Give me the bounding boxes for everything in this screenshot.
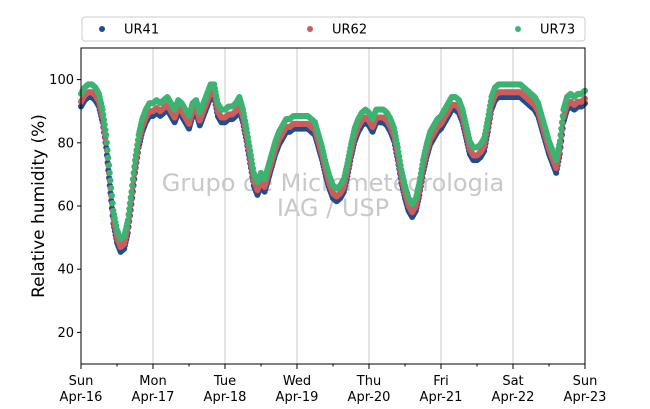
data-point bbox=[101, 121, 108, 128]
data-point bbox=[249, 160, 256, 167]
x-tick-day-label: Thu bbox=[356, 374, 381, 389]
data-point bbox=[395, 148, 402, 155]
data-point bbox=[105, 154, 112, 161]
data-point bbox=[250, 165, 257, 172]
x-tick-day-label: Fri bbox=[433, 374, 449, 389]
data-point bbox=[247, 147, 254, 154]
y-axis-title: Relative humidity (%) bbox=[29, 114, 49, 298]
data-points bbox=[78, 81, 588, 255]
data-point bbox=[559, 112, 566, 119]
data-point bbox=[484, 116, 491, 123]
legend-label-ur41: UR41 bbox=[124, 23, 159, 38]
data-point bbox=[108, 184, 115, 191]
legend-marker-ur41 bbox=[99, 26, 105, 32]
x-tick-day-label: Tue bbox=[213, 374, 236, 389]
data-point bbox=[558, 119, 565, 126]
data-point bbox=[133, 147, 140, 154]
data-point bbox=[126, 205, 133, 212]
data-point bbox=[416, 179, 423, 186]
data-point bbox=[125, 211, 132, 218]
data-point bbox=[417, 170, 424, 177]
data-point bbox=[244, 130, 251, 136]
y-tick-label: 40 bbox=[57, 263, 74, 278]
data-point bbox=[134, 142, 141, 149]
data-point bbox=[129, 176, 136, 183]
data-point bbox=[124, 217, 131, 224]
legend-box bbox=[81, 16, 586, 42]
y-tick-label: 100 bbox=[49, 73, 74, 88]
data-point bbox=[132, 152, 139, 159]
legend-label-ur73: UR73 bbox=[540, 23, 575, 38]
data-point bbox=[134, 136, 141, 143]
data-point bbox=[417, 174, 424, 181]
data-point bbox=[100, 111, 107, 118]
data-point bbox=[557, 131, 564, 138]
data-point bbox=[246, 143, 253, 150]
legend-marker-ur73 bbox=[515, 26, 521, 32]
x-tick-date-label: Apr-22 bbox=[492, 390, 535, 405]
data-point bbox=[487, 98, 494, 105]
data-point bbox=[106, 169, 113, 176]
data-point bbox=[486, 102, 493, 109]
data-point bbox=[418, 166, 425, 173]
data-point bbox=[248, 156, 255, 163]
data-point bbox=[396, 157, 403, 164]
y-tick-label: 80 bbox=[57, 136, 74, 151]
data-point bbox=[127, 194, 134, 201]
data-point bbox=[243, 125, 250, 132]
x-tick-date-label: Apr-19 bbox=[276, 390, 319, 405]
x-tick-date-label: Apr-21 bbox=[420, 390, 463, 405]
x-tick-date-label: Apr-23 bbox=[564, 390, 607, 405]
data-point bbox=[132, 157, 138, 164]
data-point bbox=[394, 144, 401, 151]
x-tick-date-label: Apr-17 bbox=[132, 390, 175, 405]
data-point bbox=[396, 153, 403, 160]
data-point bbox=[99, 106, 106, 113]
x-tick-day-label: Sun bbox=[573, 374, 598, 389]
series-ur73 bbox=[78, 81, 588, 243]
data-point bbox=[558, 125, 565, 132]
data-point bbox=[486, 107, 493, 114]
data-point bbox=[397, 162, 404, 169]
y-axis: 20 40 60 80 100 bbox=[49, 73, 81, 341]
data-point bbox=[247, 152, 254, 159]
legend: UR41 UR62 UR73 bbox=[81, 16, 586, 42]
x-tick-date-label: Apr-16 bbox=[60, 390, 103, 405]
data-point bbox=[131, 163, 138, 170]
data-point bbox=[107, 177, 114, 184]
data-point bbox=[245, 134, 252, 141]
data-point bbox=[245, 138, 252, 145]
data-point bbox=[129, 182, 136, 189]
x-tick-date-label: Apr-20 bbox=[348, 390, 391, 405]
data-point bbox=[556, 138, 563, 145]
legend-marker-ur62 bbox=[307, 26, 313, 32]
x-axis: SunApr-16MonApr-17TueApr-18WedApr-19ThuA… bbox=[60, 364, 607, 405]
x-tick-day-label: Sun bbox=[69, 374, 94, 389]
y-tick-label: 20 bbox=[57, 326, 74, 341]
data-point bbox=[419, 161, 426, 168]
x-tick-day-label: Sat bbox=[502, 374, 523, 389]
legend-label-ur62: UR62 bbox=[332, 23, 367, 38]
y-tick-label: 60 bbox=[57, 200, 74, 215]
data-point bbox=[128, 188, 135, 195]
data-point bbox=[109, 200, 116, 207]
data-point bbox=[101, 116, 108, 123]
data-point bbox=[130, 169, 137, 176]
data-point bbox=[103, 139, 110, 146]
data-point bbox=[106, 162, 113, 169]
x-tick-day-label: Mon bbox=[139, 374, 166, 389]
x-tick-day-label: Wed bbox=[283, 374, 311, 389]
data-point bbox=[102, 126, 109, 133]
data-point bbox=[103, 131, 110, 138]
data-point bbox=[485, 111, 492, 118]
data-point bbox=[108, 192, 115, 199]
x-tick-date-label: Apr-18 bbox=[204, 390, 247, 405]
data-point bbox=[126, 200, 133, 207]
data-point bbox=[104, 147, 111, 154]
